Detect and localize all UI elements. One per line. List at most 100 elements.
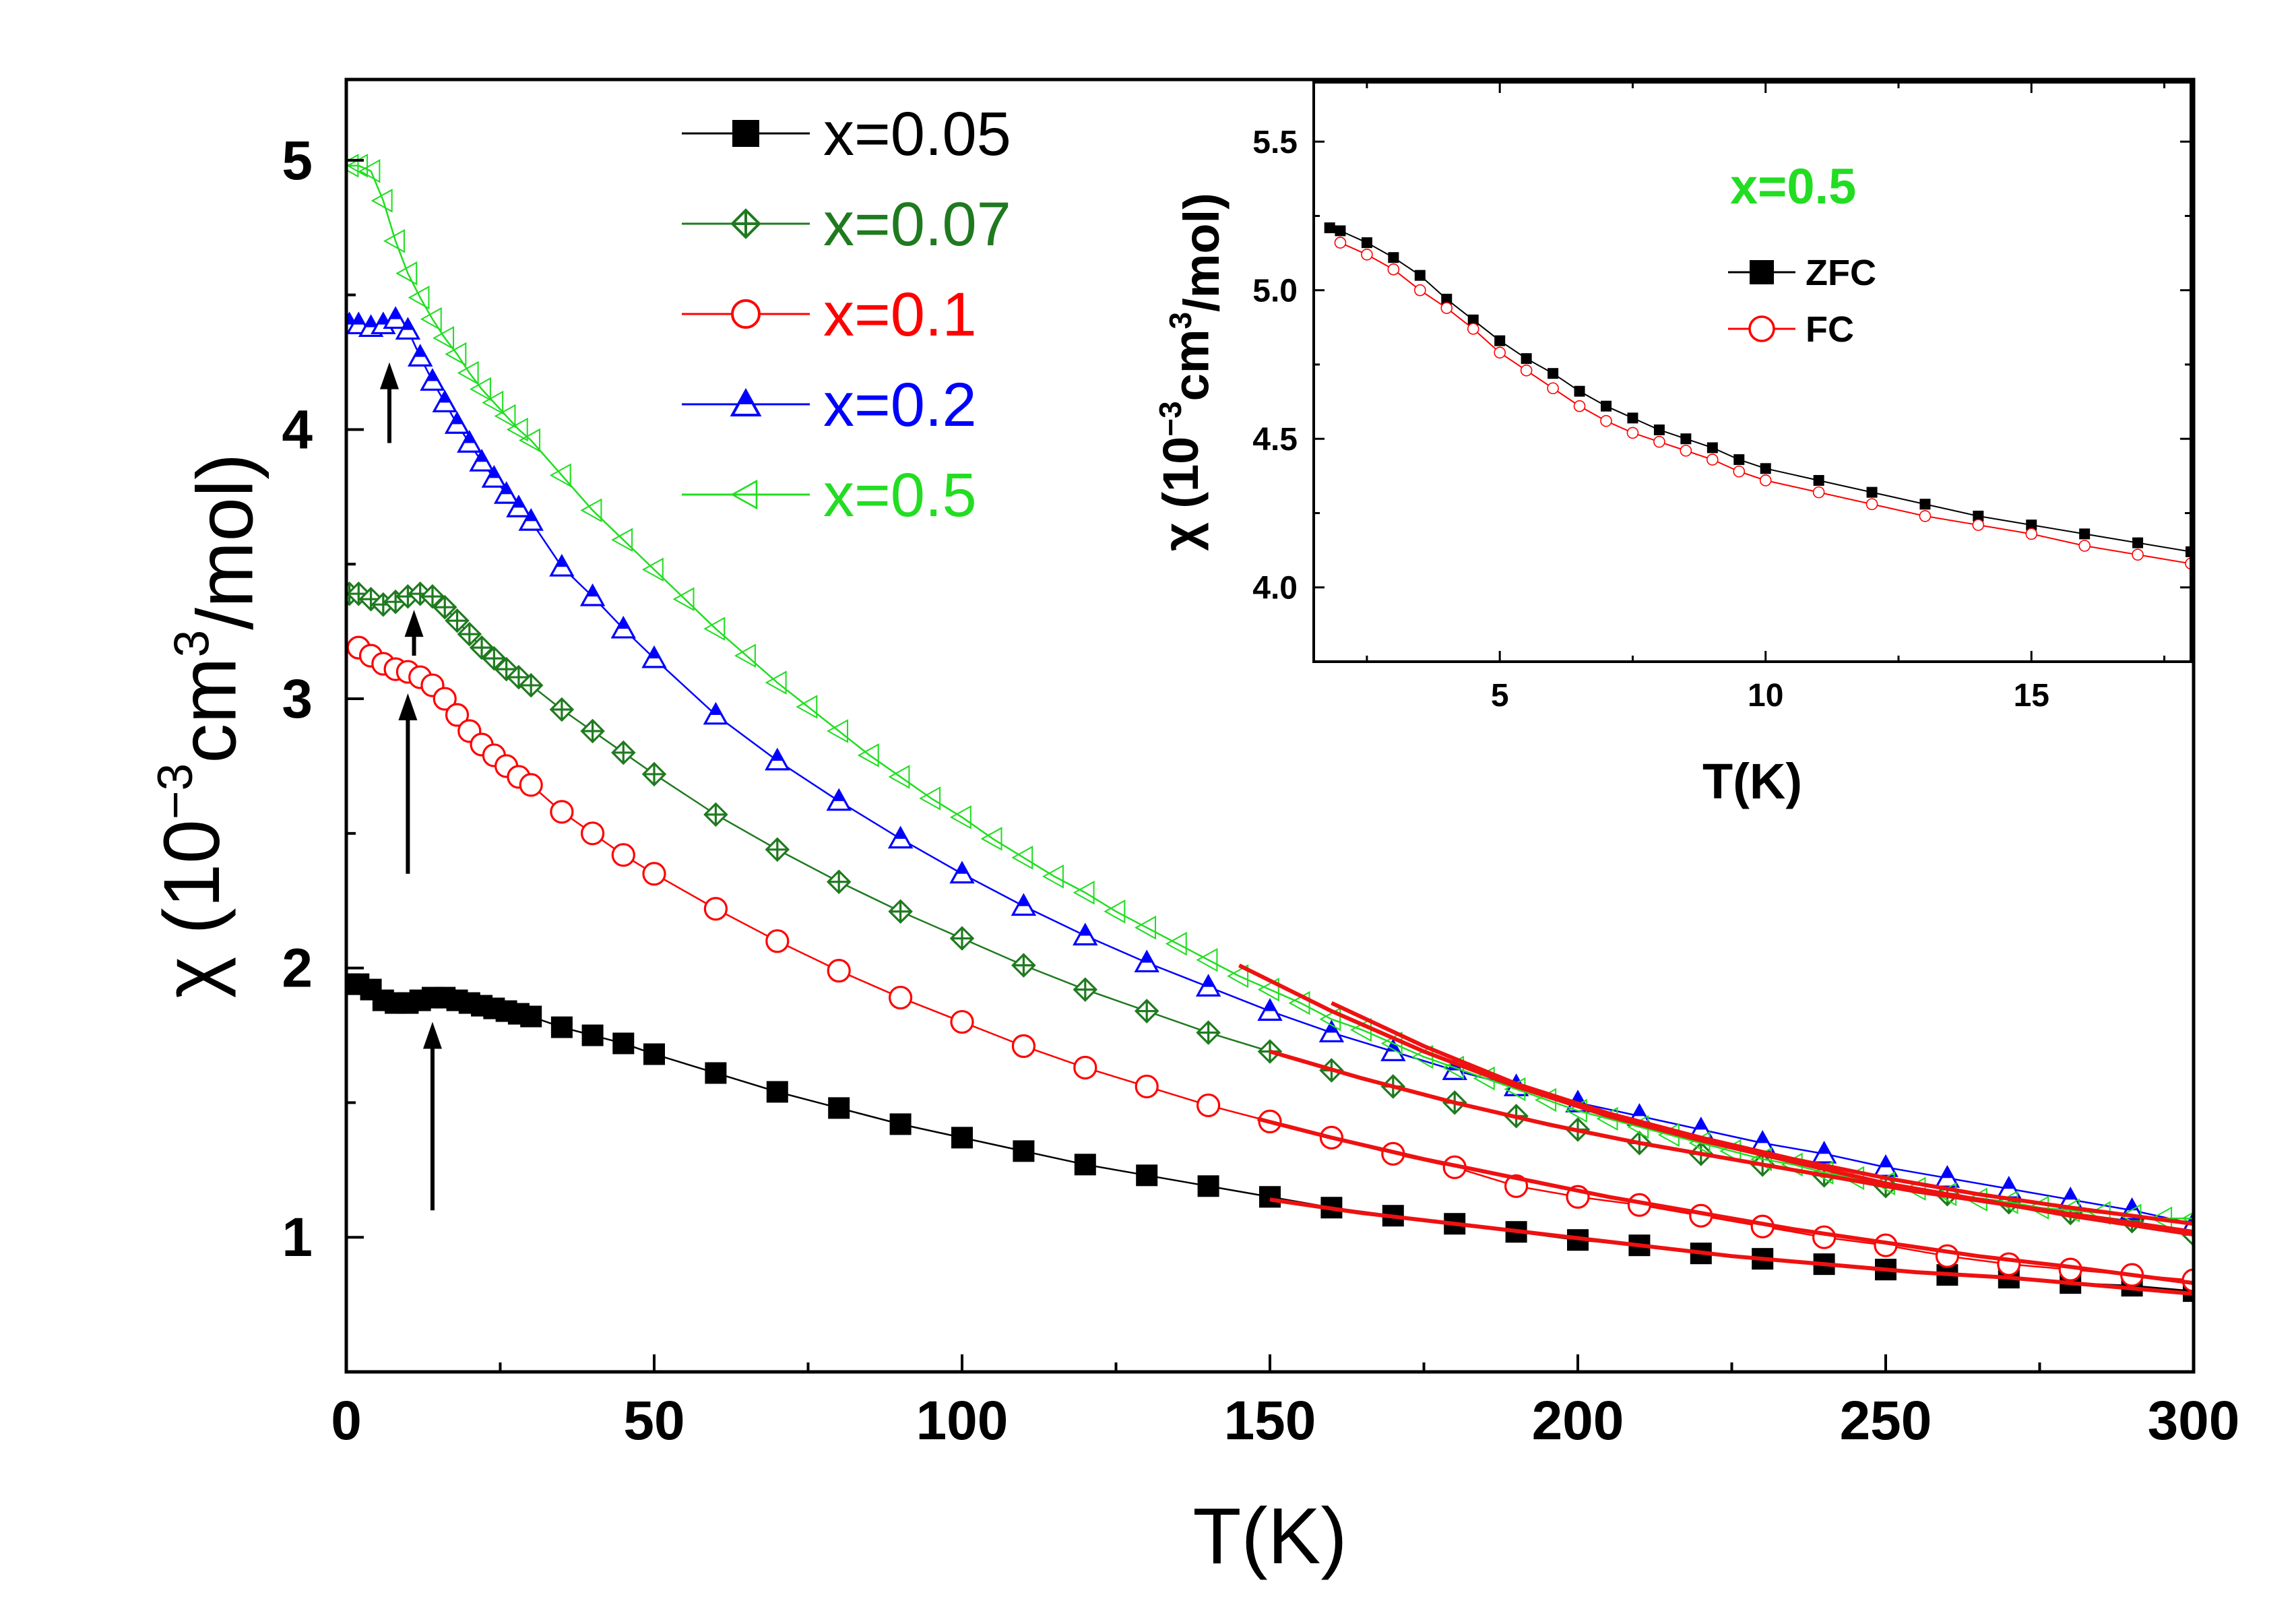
- inset-x-tick-label-15: 15: [2014, 678, 2049, 714]
- main-point-x-0-1-19: [703, 897, 728, 921]
- main-point-x-0-5-37: [1196, 947, 1218, 972]
- inset-point-fc-4: [1440, 302, 1453, 314]
- main-point-x-0-1-16: [580, 821, 605, 846]
- inset-point-zfc-13: [1653, 425, 1665, 435]
- legend-item-x-0-5: x=0.5: [682, 461, 977, 530]
- legend-label-x-0-05: x=0.05: [823, 100, 1011, 168]
- legend-item-x-0-1: x=0.1: [682, 280, 977, 349]
- main-x-tick-label-50: 50: [623, 1390, 684, 1451]
- main-point-x-0-1-22: [888, 985, 913, 1010]
- main-point-x-0-5-68: [2150, 1206, 2173, 1231]
- inset-legend-marker-zfc: [1750, 260, 1774, 284]
- inset-y-tick-label-4.5: 4.5: [1252, 422, 1298, 458]
- inset-point-zfc-15: [1707, 442, 1718, 453]
- main-point-x-0-1-37: [1812, 1225, 1837, 1249]
- inset-point-zfc-11: [1601, 400, 1612, 412]
- main-point-x-0-1-27: [1196, 1093, 1221, 1118]
- main-point-x-0-07-19: [641, 761, 667, 787]
- legend-marker-x-0-1: [731, 299, 761, 329]
- inset-point-zfc-14: [1680, 433, 1692, 445]
- inset-plot-frame: [1312, 81, 2192, 663]
- main-point-x-0-1-14: [519, 773, 543, 797]
- main-point-x-0-05-22: [828, 1097, 850, 1119]
- inset-legend-label-fc: FC: [1806, 309, 1854, 350]
- main-point-x-0-05-25: [1013, 1140, 1035, 1162]
- main-point-x-0-5-40: [1288, 991, 1310, 1015]
- main-point-x-0-2-11: [469, 449, 495, 472]
- inset-series-fc: [1334, 237, 2191, 570]
- main-point-x-0-07-10: [457, 621, 482, 647]
- inset-point-fc-5: [1467, 323, 1479, 335]
- main-point-x-0-2-29: [1257, 998, 1283, 1021]
- main-point-x-0-5-14: [506, 417, 528, 442]
- main-point-x-0-07-11: [469, 635, 495, 660]
- main-point-x-0-2-22: [826, 788, 852, 811]
- main-point-x-0-07-26: [1073, 977, 1098, 1002]
- legend-marker-x-0-05: [732, 120, 759, 147]
- main-fit-curve-x-0-5: [1331, 1001, 2194, 1226]
- inset-point-zfc-19: [1866, 486, 1878, 498]
- inset-point-fc-8: [1547, 382, 1559, 395]
- main-point-x-0-07-28: [1196, 1020, 1221, 1045]
- main-point-x-0-1-17: [611, 843, 635, 867]
- main-point-x-0-5-26: [857, 743, 879, 767]
- main-point-x-0-5-30: [980, 827, 1002, 851]
- main-point-x-0-2-40: [1934, 1165, 1960, 1188]
- main-point-x-0-2-5: [395, 317, 421, 340]
- main-point-x-0-2-25: [1011, 893, 1037, 916]
- main-point-x-0-5-25: [827, 719, 849, 743]
- main-point-x-0-05-24: [951, 1127, 973, 1149]
- legend-item-x-0-07: x=0.07: [682, 190, 1011, 259]
- legend-marker-x-0-07: [730, 208, 761, 239]
- legend-label-x-0-07: x=0.07: [823, 190, 1011, 259]
- main-point-x-0-2-23: [887, 825, 914, 849]
- inset-series-zfc: [1324, 222, 2191, 557]
- inset-x-tick-label-5: 5: [1491, 678, 1509, 714]
- main-point-x-0-2-10: [457, 430, 482, 453]
- main-point-x-0-5-22: [734, 643, 756, 668]
- inset-legend: ZFC FC: [1728, 253, 1876, 350]
- main-point-x-0-05-20: [705, 1062, 727, 1084]
- main-point-x-0-07-17: [580, 718, 605, 744]
- main-point-x-0-07-25: [1011, 953, 1036, 978]
- main-point-x-0-5-19: [641, 557, 664, 582]
- main-fit-curve-x-0-05: [1269, 1197, 2194, 1296]
- main-point-x-0-5-36: [1165, 931, 1187, 956]
- main-point-x-0-5-3: [371, 189, 393, 213]
- main-point-x-0-07-12: [482, 646, 507, 671]
- inset-x-tick-label-10: 10: [1748, 678, 1783, 714]
- main-point-x-0-1-40: [1997, 1252, 2021, 1276]
- legend-marker-x-0-2: [730, 387, 762, 416]
- inset-point-zfc-24: [2132, 537, 2144, 548]
- inset-point-zfc-12: [1627, 412, 1638, 424]
- main-point-x-0-1-23: [950, 1009, 974, 1034]
- main-point-x-0-5-4: [383, 228, 405, 253]
- inset-point-fc-22: [2078, 540, 2091, 552]
- main-point-x-0-2-24: [949, 860, 975, 884]
- inset-chart: 5 10 15 4.0 4.5 5.0 5.5 T(K) χ (10−3cm3/mol) x=0.…: [1153, 81, 2192, 809]
- inset-point-fc-1: [1361, 248, 1373, 261]
- main-point-x-0-5-6: [408, 285, 430, 310]
- main-point-x-0-5-8: [433, 325, 455, 350]
- main-x-tick-label-150: 150: [1224, 1390, 1316, 1451]
- inset-point-zfc-23: [2079, 528, 2091, 540]
- main-point-x-0-07-7: [420, 584, 445, 609]
- main-point-x-0-2-12: [481, 465, 507, 488]
- main-y-tick-label-2: 2: [282, 938, 313, 999]
- inset-y-tick-label-5: 5.0: [1252, 274, 1298, 309]
- main-point-x-0-2-8: [432, 389, 457, 412]
- main-y-axis-title-part-1: −3: [148, 763, 203, 819]
- main-point-x-0-5-18: [611, 528, 633, 553]
- main-point-x-0-2-28: [1195, 974, 1221, 997]
- main-point-x-0-05-28: [1197, 1175, 1219, 1197]
- inset-point-zfc-25: [2186, 546, 2191, 557]
- inset-point-fc-11: [1626, 427, 1639, 439]
- main-point-x-0-05-27: [1136, 1164, 1158, 1187]
- main-point-x-0-5-15: [519, 428, 541, 453]
- inset-point-zfc-20: [1919, 499, 1931, 510]
- legend-marker-x-0-5: [730, 479, 758, 510]
- main-point-x-0-5-24: [796, 695, 818, 719]
- main-point-x-0-2-19: [641, 645, 667, 668]
